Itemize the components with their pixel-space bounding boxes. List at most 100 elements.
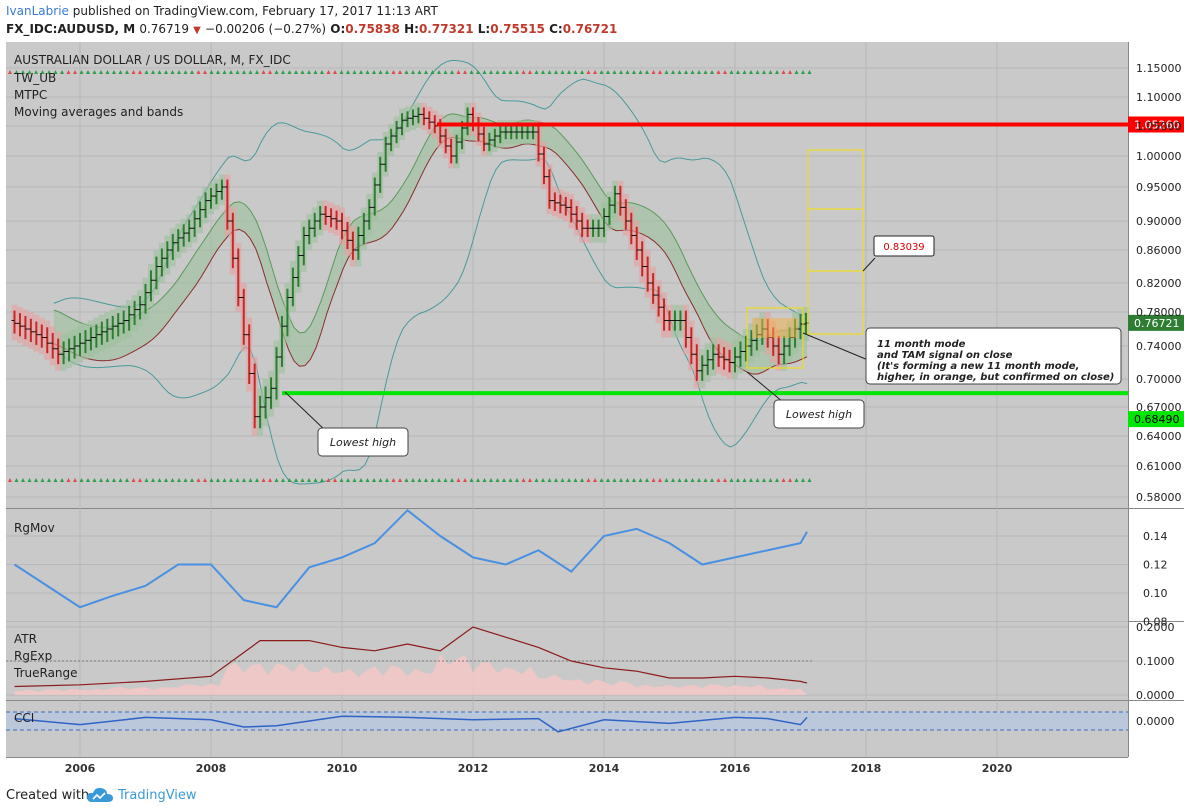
signal-marker — [638, 478, 643, 482]
target-callout-box — [873, 235, 935, 257]
signal-marker — [489, 478, 493, 482]
atr-line — [14, 626, 808, 688]
signal-marker — [762, 478, 766, 482]
price-tick-label: 1.10000 — [1136, 91, 1182, 104]
signal-marker — [268, 478, 272, 482]
tradingview-cloud-icon[interactable] — [86, 786, 114, 804]
signal-marker — [47, 70, 51, 74]
signal-marker — [125, 70, 129, 74]
signal-marker — [729, 70, 734, 74]
target-box — [807, 149, 864, 335]
note-box — [865, 327, 1122, 385]
signal-marker — [261, 70, 266, 74]
signal-marker — [53, 478, 58, 482]
tradingview-link[interactable]: TradingView — [118, 788, 197, 803]
signal-marker — [775, 478, 779, 482]
signal-marker — [86, 478, 90, 482]
signal-marker — [612, 70, 617, 74]
signal-marker — [378, 478, 383, 482]
signal-marker — [79, 478, 84, 482]
time-tick-label: 2018 — [851, 762, 882, 775]
time-axis-bg — [6, 757, 1128, 779]
signal-marker — [417, 478, 422, 482]
signal-marker — [196, 70, 201, 74]
signal-marker — [729, 478, 734, 482]
signal-marker — [177, 478, 181, 482]
signal-marker — [34, 478, 38, 482]
signal-marker — [521, 70, 526, 74]
open-value: 0.75838 — [345, 22, 400, 36]
signal-marker — [21, 70, 25, 74]
signal-marker — [697, 70, 701, 74]
ohlc-line: FX_IDC:AUDUSD, M 0.76719 ▼ −0.00206 (−0.… — [6, 22, 617, 36]
signal-marker — [203, 478, 207, 482]
signal-marker — [138, 70, 142, 74]
price-tick-label: 0.70000 — [1136, 373, 1182, 386]
signal-marker — [684, 70, 688, 74]
signal-marker — [736, 70, 740, 74]
price-tick-label: 0.78000 — [1136, 306, 1182, 319]
signal-marker — [391, 70, 396, 74]
signal-marker — [619, 478, 623, 482]
created-with-text: Created with — [6, 788, 90, 803]
signal-marker — [456, 478, 461, 482]
signal-marker — [560, 478, 565, 482]
signal-marker — [632, 70, 636, 74]
signal-marker — [651, 70, 656, 74]
signal-marker — [21, 478, 25, 482]
signal-marker — [274, 70, 279, 74]
signal-marker — [235, 70, 240, 74]
signal-marker — [365, 70, 370, 74]
chart-header: IvanLabrie published on TradingView.com,… — [0, 0, 1184, 40]
signal-marker — [190, 478, 194, 482]
indicator-label: TW_UB — [13, 71, 56, 85]
signal-marker — [183, 70, 188, 74]
signal-marker — [359, 478, 363, 482]
signal-marker — [255, 478, 259, 482]
signal-marker — [333, 478, 337, 482]
truerange-area — [14, 654, 808, 695]
price-tick-label: 0.95000 — [1136, 181, 1182, 194]
signal-marker — [14, 70, 19, 74]
signal-marker — [79, 70, 84, 74]
signal-marker — [112, 70, 116, 74]
signal-marker — [612, 478, 617, 482]
low-value: 0.75515 — [490, 22, 545, 36]
cci-tick-label: 0.0000 — [1136, 715, 1175, 728]
signal-marker — [645, 478, 649, 482]
signal-marker — [749, 478, 753, 482]
signal-marker — [352, 478, 357, 482]
price-tick-label: 0.74000 — [1136, 340, 1182, 353]
price-tick-label: 0.86000 — [1136, 244, 1182, 257]
change-value: −0.00206 (−0.27%) — [205, 22, 327, 36]
signal-marker — [580, 478, 584, 482]
signal-marker — [66, 70, 71, 74]
signal-marker — [456, 70, 461, 74]
high-label: H: — [404, 22, 419, 36]
signal-marker — [560, 70, 565, 74]
annotations: 0.83039 Lowest high Lowest high 11 month mo… — [284, 149, 1122, 457]
signal-marker — [495, 478, 500, 482]
signal-marker — [424, 70, 428, 74]
signal-marker — [677, 478, 682, 482]
atr-tick-label: 0.1000 — [1136, 655, 1175, 668]
signal-marker — [385, 478, 389, 482]
rgmov-title: RgMov — [14, 521, 55, 535]
signal-marker — [463, 478, 467, 482]
signal-marker — [755, 478, 760, 482]
signal-marker — [359, 70, 363, 74]
signal-marker — [411, 70, 415, 74]
signal-marker — [170, 70, 175, 74]
signal-marker — [404, 70, 409, 74]
current-price-tag: 0.76721 — [1134, 317, 1180, 330]
author-link[interactable]: IvanLabrie — [6, 4, 69, 18]
signal-marker — [300, 70, 305, 74]
signal-marker — [742, 478, 747, 482]
signal-marker — [469, 478, 474, 482]
publish-text: published on TradingView.com, February 1… — [72, 4, 438, 18]
signal-marker — [138, 478, 142, 482]
signal-marker — [281, 478, 285, 482]
signal-marker — [8, 478, 12, 482]
signal-marker — [619, 70, 623, 74]
